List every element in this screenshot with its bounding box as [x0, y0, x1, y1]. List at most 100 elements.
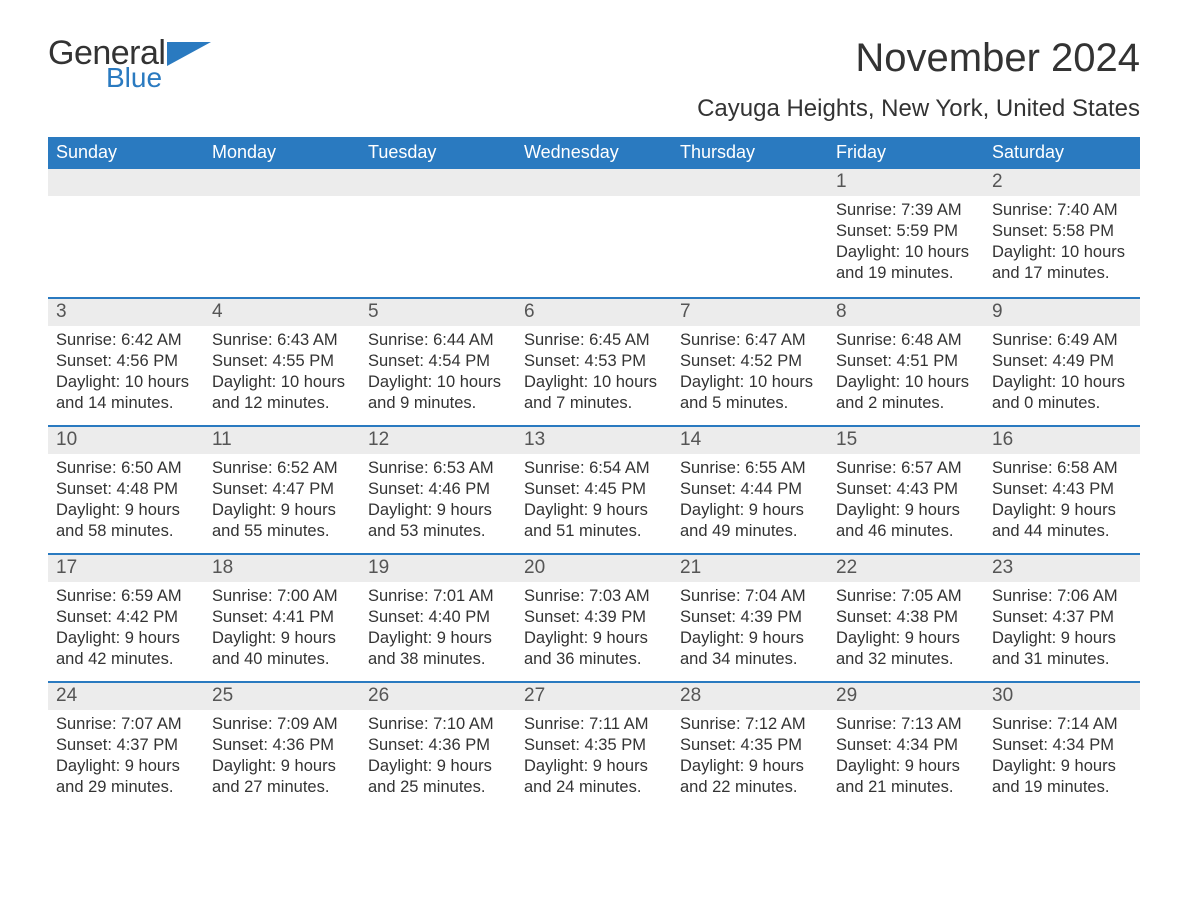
- sunset-line: Sunset: 4:48 PM: [56, 479, 198, 500]
- sunset-line: Sunset: 4:49 PM: [992, 351, 1134, 372]
- sunset-line-value: 4:37 PM: [1053, 608, 1114, 626]
- sunrise-line-value: 7:00 AM: [277, 587, 338, 605]
- day-number: [204, 169, 360, 196]
- sunrise-line: Sunrise: 7:01 AM: [368, 586, 510, 607]
- daylight-line-label: Daylight:: [56, 629, 125, 647]
- day-details: Sunrise: 6:57 AMSunset: 4:43 PMDaylight:…: [834, 454, 978, 542]
- sunset-line-label: Sunset:: [56, 352, 117, 370]
- daylight-line-label: Daylight:: [836, 373, 905, 391]
- sunset-line-label: Sunset:: [836, 480, 897, 498]
- sunset-line-value: 4:56 PM: [117, 352, 178, 370]
- daylight-line-label: Daylight:: [56, 373, 125, 391]
- day-cell-6: 6Sunrise: 6:45 AMSunset: 4:53 PMDaylight…: [516, 299, 672, 425]
- sunrise-line-label: Sunrise:: [680, 715, 745, 733]
- sunset-line-label: Sunset:: [836, 608, 897, 626]
- day-cell-27: 27Sunrise: 7:11 AMSunset: 4:35 PMDayligh…: [516, 683, 672, 809]
- sunset-line-value: 4:40 PM: [429, 608, 490, 626]
- sunrise-line-value: 6:55 AM: [745, 459, 806, 477]
- day-number: 13: [516, 427, 672, 454]
- day-details: Sunrise: 7:07 AMSunset: 4:37 PMDaylight:…: [54, 710, 198, 798]
- sunrise-line-value: 7:12 AM: [745, 715, 806, 733]
- weekday-saturday: Saturday: [984, 137, 1140, 169]
- day-details: Sunrise: 6:59 AMSunset: 4:42 PMDaylight:…: [54, 582, 198, 670]
- daylight-line-label: Daylight:: [992, 757, 1061, 775]
- sunrise-line: Sunrise: 6:52 AM: [212, 458, 354, 479]
- weeks-container: 1Sunrise: 7:39 AMSunset: 5:59 PMDaylight…: [48, 169, 1140, 809]
- day-details: Sunrise: 6:50 AMSunset: 4:48 PMDaylight:…: [54, 454, 198, 542]
- day-number: 15: [828, 427, 984, 454]
- header: General Blue November 2024 Cayuga Height…: [48, 30, 1140, 123]
- daylight-line: Daylight: 9 hours and 53 minutes.: [368, 500, 510, 542]
- sunset-line: Sunset: 4:35 PM: [524, 735, 666, 756]
- sunrise-line-label: Sunrise:: [992, 715, 1057, 733]
- day-cell-25: 25Sunrise: 7:09 AMSunset: 4:36 PMDayligh…: [204, 683, 360, 809]
- sunrise-line: Sunrise: 7:05 AM: [836, 586, 978, 607]
- day-details: Sunrise: 7:09 AMSunset: 4:36 PMDaylight:…: [210, 710, 354, 798]
- daylight-line-label: Daylight:: [368, 501, 437, 519]
- sunset-line-label: Sunset:: [368, 608, 429, 626]
- day-number: 8: [828, 299, 984, 326]
- sunrise-line: Sunrise: 7:40 AM: [992, 200, 1134, 221]
- sunrise-line: Sunrise: 6:44 AM: [368, 330, 510, 351]
- day-cell-13: 13Sunrise: 6:54 AMSunset: 4:45 PMDayligh…: [516, 427, 672, 553]
- sunrise-line-value: 6:48 AM: [901, 331, 962, 349]
- day-number: 25: [204, 683, 360, 710]
- sunset-line: Sunset: 4:41 PM: [212, 607, 354, 628]
- sunrise-line-label: Sunrise:: [212, 587, 277, 605]
- logo-word-blue: Blue: [106, 64, 165, 92]
- sunrise-line-value: 6:44 AM: [433, 331, 494, 349]
- day-details: Sunrise: 6:48 AMSunset: 4:51 PMDaylight:…: [834, 326, 978, 414]
- day-number: 21: [672, 555, 828, 582]
- day-cell-9: 9Sunrise: 6:49 AMSunset: 4:49 PMDaylight…: [984, 299, 1140, 425]
- weekday-sunday: Sunday: [48, 137, 204, 169]
- sunset-line-value: 4:45 PM: [585, 480, 646, 498]
- day-details: Sunrise: 6:43 AMSunset: 4:55 PMDaylight:…: [210, 326, 354, 414]
- sunset-line-label: Sunset:: [836, 736, 897, 754]
- daylight-line: Daylight: 9 hours and 51 minutes.: [524, 500, 666, 542]
- daylight-line: Daylight: 9 hours and 58 minutes.: [56, 500, 198, 542]
- day-cell-20: 20Sunrise: 7:03 AMSunset: 4:39 PMDayligh…: [516, 555, 672, 681]
- day-details: Sunrise: 7:05 AMSunset: 4:38 PMDaylight:…: [834, 582, 978, 670]
- sunrise-line: Sunrise: 7:00 AM: [212, 586, 354, 607]
- sunrise-line-value: 7:05 AM: [901, 587, 962, 605]
- sunset-line-label: Sunset:: [524, 608, 585, 626]
- sunset-line-value: 4:44 PM: [741, 480, 802, 498]
- daylight-line-label: Daylight:: [992, 629, 1061, 647]
- daylight-line-label: Daylight:: [524, 757, 593, 775]
- sunrise-line: Sunrise: 7:11 AM: [524, 714, 666, 735]
- day-number: 3: [48, 299, 204, 326]
- sunset-line: Sunset: 4:40 PM: [368, 607, 510, 628]
- day-number: 11: [204, 427, 360, 454]
- daylight-line-label: Daylight:: [368, 373, 437, 391]
- daylight-line-label: Daylight:: [212, 373, 281, 391]
- day-number: 6: [516, 299, 672, 326]
- sunset-line: Sunset: 4:39 PM: [680, 607, 822, 628]
- daylight-line: Daylight: 10 hours and 9 minutes.: [368, 372, 510, 414]
- page-title: November 2024: [697, 30, 1140, 81]
- sunset-line: Sunset: 4:34 PM: [836, 735, 978, 756]
- sunset-line-value: 4:48 PM: [117, 480, 178, 498]
- sunrise-line: Sunrise: 7:06 AM: [992, 586, 1134, 607]
- sunset-line-value: 4:46 PM: [429, 480, 490, 498]
- day-cell-29: 29Sunrise: 7:13 AMSunset: 4:34 PMDayligh…: [828, 683, 984, 809]
- day-cell-19: 19Sunrise: 7:01 AMSunset: 4:40 PMDayligh…: [360, 555, 516, 681]
- day-cell-empty: [204, 169, 360, 297]
- daylight-line-label: Daylight:: [368, 757, 437, 775]
- day-number: 20: [516, 555, 672, 582]
- sunrise-line: Sunrise: 7:09 AM: [212, 714, 354, 735]
- sunset-line-value: 5:58 PM: [1053, 222, 1114, 240]
- day-cell-7: 7Sunrise: 6:47 AMSunset: 4:52 PMDaylight…: [672, 299, 828, 425]
- sunrise-line: Sunrise: 6:50 AM: [56, 458, 198, 479]
- weekday-header-row: SundayMondayTuesdayWednesdayThursdayFrid…: [48, 137, 1140, 169]
- daylight-line: Daylight: 9 hours and 19 minutes.: [992, 756, 1134, 798]
- sunset-line-label: Sunset:: [368, 480, 429, 498]
- sunrise-line: Sunrise: 7:13 AM: [836, 714, 978, 735]
- sunset-line: Sunset: 4:46 PM: [368, 479, 510, 500]
- day-details: Sunrise: 7:12 AMSunset: 4:35 PMDaylight:…: [678, 710, 822, 798]
- daylight-line-label: Daylight:: [836, 501, 905, 519]
- sunrise-line-label: Sunrise:: [524, 715, 589, 733]
- sunrise-line: Sunrise: 6:58 AM: [992, 458, 1134, 479]
- day-cell-empty: [516, 169, 672, 297]
- sunrise-line-value: 7:03 AM: [589, 587, 650, 605]
- sunset-line-value: 4:41 PM: [273, 608, 334, 626]
